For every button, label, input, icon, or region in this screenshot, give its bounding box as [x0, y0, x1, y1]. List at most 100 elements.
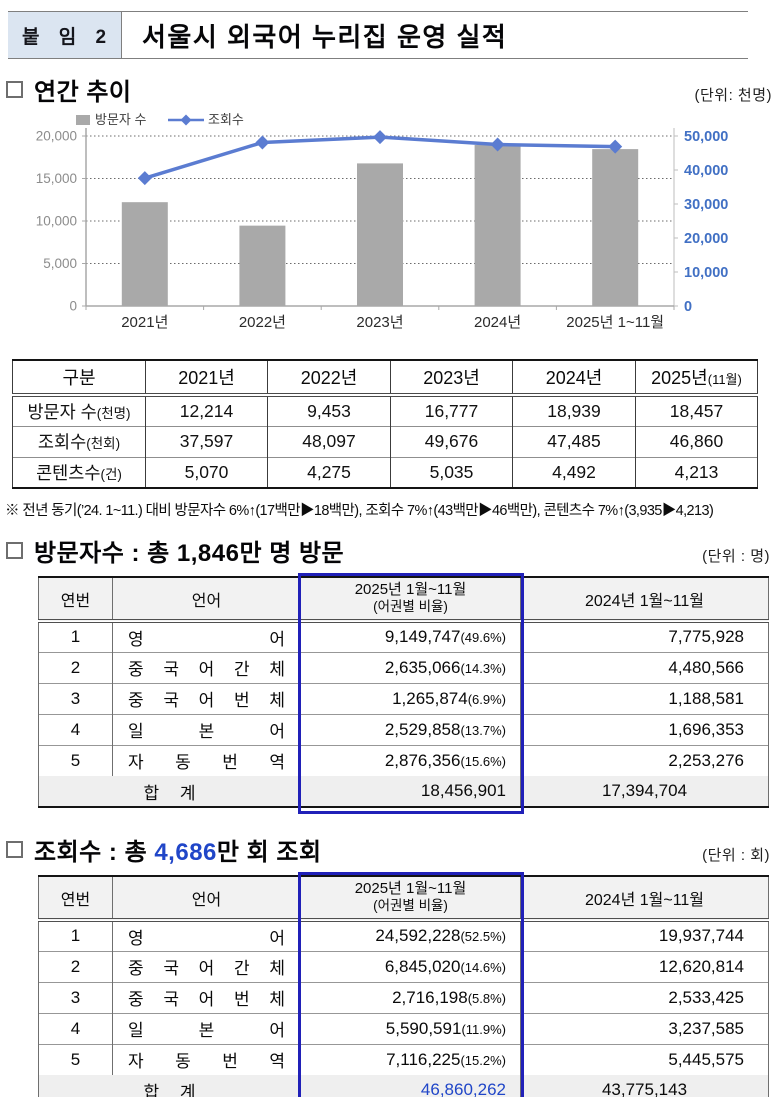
bar-2024년 — [474, 145, 521, 306]
line-marker — [137, 171, 152, 186]
total-row: 합 계 46,860,262 43,775,143 — [38, 1075, 769, 1097]
table-cell: 47,485 — [512, 425, 636, 457]
table-row: 3 중 국 어 번 체 2,716,198(5.8%) 2,533,425 — [38, 981, 769, 1013]
row-number: 5 — [38, 1043, 113, 1075]
table-row: 방문자 수(천명) 12,214 9,453 16,777 18,939 18,457 — [12, 395, 758, 426]
value-2025-cell: 6,845,020(14.6%) — [300, 950, 521, 982]
value-2025-cell: 9,149,747(49.6%) — [300, 621, 521, 652]
table-cell: 18,939 — [512, 395, 636, 426]
value-2024-cell: 19,937,744 — [520, 920, 769, 951]
row-number: 1 — [38, 621, 113, 652]
row-number: 2 — [38, 651, 113, 683]
bar-2021년 — [121, 202, 168, 306]
table-row: 콘텐츠수(건) 5,070 4,275 5,035 4,492 4,213 — [12, 456, 758, 488]
svg-text:20,000: 20,000 — [684, 231, 728, 247]
trend-table-wrap: 구분 2021년 2022년 2023년 2024년 2025년(11월) 방문자 수(천… — [12, 359, 780, 489]
square-bullet-icon — [6, 81, 23, 98]
table-row: 5 자 동 번 역 7,116,225(15.2%) 5,445,575 — [38, 1043, 769, 1075]
value-2025-cell: 24,592,228(52.5%) — [300, 920, 521, 951]
value-2024-cell: 3,237,585 — [520, 1012, 769, 1044]
highlight-number: 4,686 — [154, 839, 217, 866]
trend-col-header: 2023년 — [390, 360, 513, 397]
section-views-heading: 조회수 : 총 4,686만 회 조회 (단위 : 회) — [6, 832, 770, 867]
table-header-row: 구분 2021년 2022년 2023년 2024년 2025년(11월) — [12, 360, 758, 397]
value-2025-cell: 5,590,591(11.9%) — [300, 1012, 521, 1044]
row-number: 1 — [38, 920, 113, 951]
page-title: 서울시 외국어 누리집 운영 실적 — [142, 21, 508, 52]
table-row: 조회수(천회) 37,597 48,097 49,676 47,485 46,860 — [12, 425, 758, 457]
table-cell: 5,035 — [390, 456, 513, 488]
line-marker — [255, 135, 270, 150]
trend-table-head: 구분 2021년 2022년 2023년 2024년 2025년(11월) — [12, 360, 758, 397]
table-row: 2 중 국 어 간 체 6,845,020(14.6%) 12,620,814 — [38, 950, 769, 982]
table-cell: 48,097 — [267, 425, 391, 457]
col-header-2025: 2025년 1월~11월 (어권별 비율) — [300, 876, 521, 922]
svg-text:2023년: 2023년 — [356, 314, 403, 331]
bar-2023년 — [357, 163, 403, 306]
value-2024-cell: 5,445,575 — [520, 1043, 769, 1075]
table-cell: 5,070 — [145, 456, 268, 488]
combo-chart: 0 5,000 10,000 15,000 20,000 0 10,000 20,000 30,… — [36, 112, 729, 331]
trend-col-header: 2021년 — [145, 360, 268, 397]
table-row: 5 자 동 번 역 2,876,356(15.6%) 2,253,276 — [38, 744, 769, 776]
svg-text:조회수: 조회수 — [208, 112, 244, 127]
svg-text:5,000: 5,000 — [43, 256, 77, 271]
value-2024-cell: 1,188,581 — [520, 682, 769, 714]
square-bullet-icon — [6, 542, 23, 559]
unit-label: (단위 : 회) — [702, 847, 770, 864]
value-2024-cell: 12,620,814 — [520, 950, 769, 982]
total-2025-value: 18,456,901 — [300, 776, 521, 807]
visitors-table-wrap: 연번 언어 2025년 1월~11월 (어권별 비율) 2024년 1월~11월… — [38, 573, 769, 814]
value-2024-cell: 1,696,353 — [520, 713, 769, 745]
value-2025-cell: 2,716,198(5.8%) — [300, 981, 521, 1013]
svg-text:2024년: 2024년 — [474, 314, 521, 331]
trend-col-header: 2024년 — [512, 360, 636, 397]
table-cell: 16,777 — [390, 395, 513, 426]
unit-label: (단위 : 명) — [702, 548, 770, 565]
bar-2022년 — [239, 225, 286, 306]
trend-chart: 0 5,000 10,000 15,000 20,000 0 10,000 20,000 30,… — [18, 109, 780, 348]
value-2025-cell: 2,635,066(14.3%) — [300, 651, 521, 683]
yoy-note: ※ 전년 동기(’24. 1~11.) 대비 방문자수 6%↑(17백만▶18백… — [5, 503, 714, 519]
trend-col-header: 구분 — [12, 360, 146, 397]
table-cell: 37,597 — [145, 425, 268, 457]
total-2024-value: 43,775,143 — [520, 1075, 769, 1097]
total-label: 합 계 — [38, 776, 301, 807]
col-header-no: 연번 — [38, 577, 113, 623]
row-number: 2 — [38, 950, 113, 982]
table-cell: 46,860 — [635, 425, 758, 457]
section-title: 조회수 : 총 4,686만 회 조회 — [34, 839, 322, 866]
total-row: 합 계 18,456,901 17,394,704 — [38, 776, 769, 807]
table-row: 2 중 국 어 간 체 2,635,066(14.3%) 4,480,566 — [38, 651, 769, 683]
value-2024-cell: 2,533,425 — [520, 981, 769, 1013]
row-label: 방문자 수(천명) — [12, 395, 146, 426]
attachment-header: 붙 임 2 서울시 외국어 누리집 운영 실적 — [8, 11, 748, 59]
table-header-row: 연번 언어 2025년 1월~11월 (어권별 비율) 2024년 1월~11월 — [38, 577, 769, 623]
section-trend-heading: 연간 추이 (단위: 천명) — [6, 72, 772, 107]
svg-text:30,000: 30,000 — [684, 197, 728, 213]
section-title: 방문자수 : 총 1,846만 명 방문 — [34, 540, 345, 567]
table-row: 4 일 본 어 5,590,591(11.9%) 3,237,585 — [38, 1012, 769, 1044]
row-number: 4 — [38, 1012, 113, 1044]
trend-col-header: 2022년 — [267, 360, 391, 397]
total-2024-value: 17,394,704 — [520, 776, 769, 807]
svg-text:20,000: 20,000 — [36, 129, 77, 144]
legend-line-marker — [180, 114, 192, 126]
svg-text:0: 0 — [684, 299, 692, 315]
col-header-lang: 언어 — [112, 876, 301, 922]
svg-text:2021년: 2021년 — [121, 314, 168, 331]
svg-text:2022년: 2022년 — [239, 314, 286, 331]
col-header-2025: 2025년 1월~11월 (어권별 비율) — [300, 577, 521, 623]
table-row: 3 중 국 어 번 체 1,265,874(6.9%) 1,188,581 — [38, 682, 769, 714]
total-label: 합 계 — [38, 1075, 301, 1097]
line-marker — [608, 139, 623, 154]
bar-2025년 1~11월 — [592, 149, 639, 306]
